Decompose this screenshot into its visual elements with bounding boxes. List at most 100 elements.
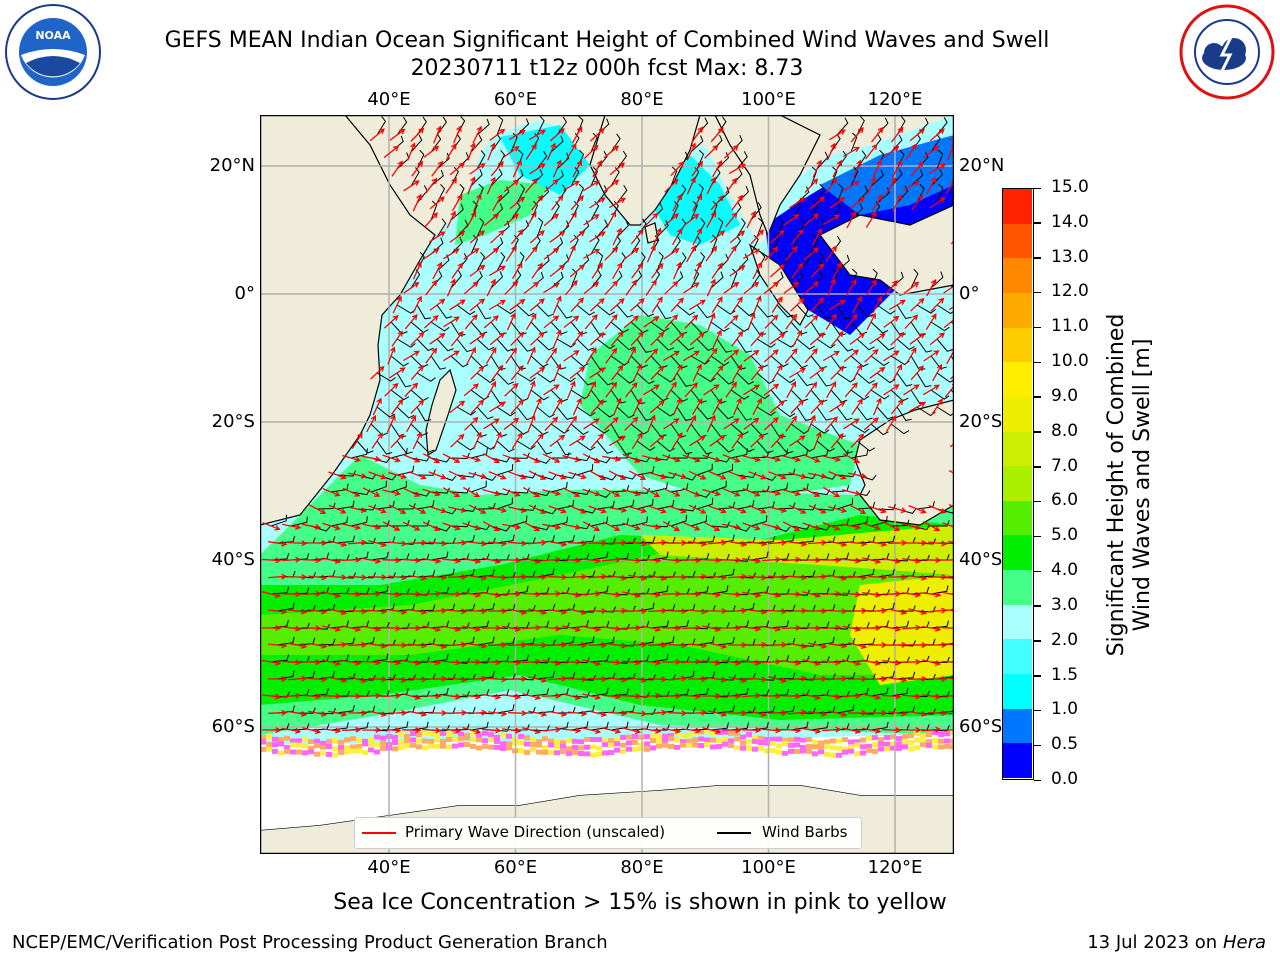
wind-barb [856, 372, 875, 384]
wave-direction-arrow [422, 488, 441, 497]
wave-direction-arrow [410, 331, 425, 346]
wind-barb [671, 620, 689, 629]
sea-ice-cell [452, 743, 458, 749]
sea-ice-cell [572, 749, 578, 755]
sea-ice-cell [752, 746, 758, 752]
wave-direction-arrow [562, 625, 582, 633]
sea-ice-cell [350, 736, 356, 742]
sea-ice-cell [926, 739, 932, 745]
legend-wave-label: Primary Wave Direction (unscaled) [405, 823, 666, 841]
wave-direction-arrow [425, 347, 438, 364]
wind-barb [410, 455, 431, 462]
wave-direction-arrow [382, 557, 402, 564]
wave-direction-arrow [622, 488, 641, 497]
wave-direction-arrow [342, 591, 362, 598]
wave-direction-arrow [502, 625, 522, 632]
wave-direction-arrow [743, 384, 760, 396]
wave-direction-arrow [842, 625, 862, 632]
wave-direction-arrow [784, 245, 798, 262]
sea-ice-cell [374, 749, 380, 755]
wind-barb [630, 423, 649, 435]
wind-barb [890, 168, 903, 187]
wave-direction-arrow [262, 659, 282, 666]
wind-barb [930, 321, 950, 332]
wind-barb [856, 304, 874, 318]
wind-barb [756, 406, 776, 417]
wave-direction-arrow [829, 299, 846, 311]
wave-direction-arrow [605, 347, 618, 364]
wave-direction-arrow [571, 330, 584, 347]
sea-ice-cell [536, 749, 542, 755]
wave-direction-arrow [443, 248, 460, 260]
wave-direction-arrow [527, 414, 536, 433]
wave-direction-arrow [549, 264, 566, 278]
wind-barb [736, 186, 749, 204]
wave-direction-arrow [348, 608, 368, 615]
sea-ice-cell [752, 735, 758, 741]
wave-direction-arrow [442, 453, 461, 463]
wind-barb [790, 271, 804, 289]
wave-direction-arrow [592, 159, 603, 178]
wave-direction-arrow [282, 692, 302, 699]
colorbar-tick-label: 13.0 [1051, 246, 1089, 267]
wave-direction-arrow [602, 727, 622, 734]
wind-barb [590, 166, 598, 187]
top-lon-tick: 80°E [620, 89, 664, 110]
sea-ice-cell [812, 740, 818, 746]
wave-direction-arrow [431, 160, 444, 177]
wave-direction-arrow [412, 193, 422, 212]
wind-barb [550, 271, 564, 289]
wave-direction-arrow [850, 433, 865, 448]
wave-direction-arrow [549, 128, 565, 142]
wave-direction-arrow [462, 591, 482, 598]
sea-ice-cell [350, 744, 356, 750]
wave-direction-arrow [892, 160, 903, 178]
colorbar-segment [1003, 708, 1032, 744]
wave-direction-arrow [922, 557, 942, 564]
sea-ice-cell [740, 734, 746, 740]
wind-barb [376, 406, 396, 418]
wind-barb [850, 132, 858, 153]
wave-direction-arrow [528, 710, 548, 717]
wave-direction-arrow [828, 675, 848, 682]
colorbar-segment [1003, 570, 1032, 606]
wind-barb [856, 568, 875, 578]
wind-barb [276, 636, 295, 646]
wave-direction-arrow [662, 521, 681, 532]
wind-barb [636, 498, 654, 510]
sea-ice-cell [908, 733, 914, 739]
wave-direction-arrow [449, 162, 465, 176]
wave-direction-arrow [604, 314, 618, 330]
wave-direction-arrow [404, 382, 419, 397]
sea-ice-cell [818, 743, 824, 749]
wind-barb [390, 654, 409, 663]
wave-direction-arrow [888, 710, 908, 717]
wave-direction-arrow [328, 540, 348, 548]
wave-direction-arrow [928, 642, 948, 648]
wind-barb [816, 440, 835, 452]
sea-ice-cell [800, 744, 806, 750]
wind-barb [730, 355, 747, 370]
wind-barb [876, 406, 894, 420]
wave-direction-arrow [650, 365, 665, 380]
wind-barb [377, 708, 396, 715]
wave-direction-arrow [488, 710, 508, 717]
wind-barb [676, 252, 687, 272]
wave-direction-arrow [508, 675, 528, 682]
wave-direction-arrow [522, 520, 541, 532]
wind-barb [696, 463, 713, 476]
wave-direction-arrow [522, 624, 542, 631]
wave-direction-arrow [923, 384, 940, 396]
wave-direction-arrow [722, 487, 741, 497]
wave-direction-arrow [412, 261, 422, 280]
wave-direction-arrow [747, 312, 756, 331]
wind-barb [756, 440, 774, 454]
wave-direction-arrow [705, 245, 718, 262]
wind-barb [650, 551, 669, 561]
colorbar-segment [1003, 223, 1032, 259]
right-lat-tick: 20°N [959, 155, 1005, 176]
wave-direction-arrow [828, 506, 848, 514]
sea-ice-cell [458, 731, 464, 737]
wave-direction-arrow [707, 312, 716, 331]
wave-direction-arrow [504, 280, 519, 295]
